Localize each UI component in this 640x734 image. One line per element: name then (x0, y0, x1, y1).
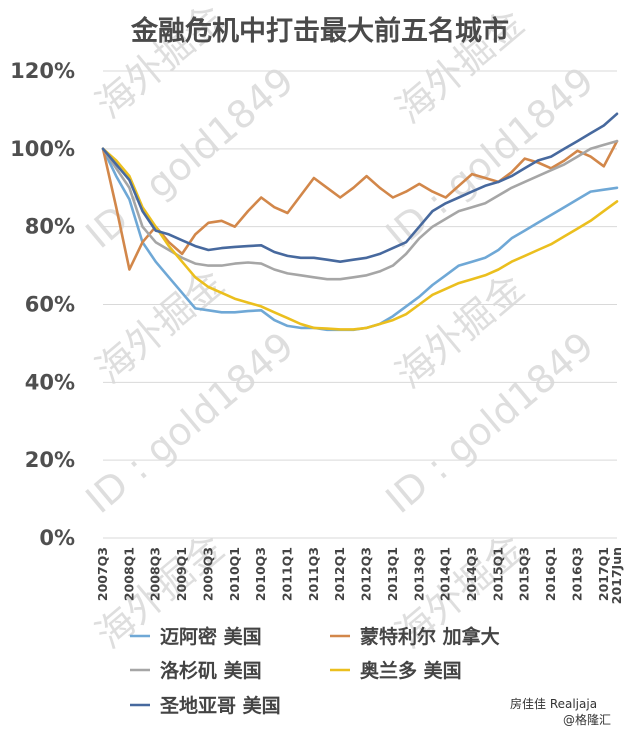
x-tick-label: 2012Q3 (359, 547, 374, 601)
x-tick-label: 2013Q1 (385, 547, 400, 601)
credit: 房佳佳 Realjaja @格隆汇 (510, 696, 611, 727)
y-tick-label: 100% (10, 137, 75, 161)
series-line (101, 112, 619, 264)
x-tick-label: 2009Q1 (174, 547, 189, 601)
y-tick-label: 40% (25, 370, 75, 394)
legend-label: 洛杉矶 美国 (160, 659, 262, 682)
x-tick-label: 2014Q1 (438, 547, 453, 601)
x-tick-label: 2010Q1 (227, 547, 242, 601)
x-tick-label: 2008Q1 (121, 547, 136, 601)
y-tick-label: 120% (10, 59, 75, 83)
x-tick-label: 2010Q3 (253, 547, 268, 601)
legend-label: 蒙特利尔 加拿大 (360, 625, 500, 648)
series-line (101, 147, 619, 331)
plot-area (101, 112, 619, 332)
y-tick-label: 0% (39, 526, 75, 550)
y-axis: 0% 20% 40% 60% 80% 100% 120% (10, 59, 75, 550)
x-tick-label: 2012Q1 (332, 547, 347, 601)
x-tick-label: 2015Q1 (490, 547, 505, 601)
chart-title: 金融危机中打击最大前五名城市 (130, 15, 509, 47)
x-tick-label: 2008Q3 (148, 547, 163, 601)
watermark: 海外掘金 (88, 260, 233, 391)
x-tick-label: 2011Q3 (306, 547, 321, 601)
y-tick-label: 80% (25, 215, 75, 239)
x-tick-label: 2015Q3 (517, 547, 532, 601)
y-tick-label: 20% (25, 448, 75, 472)
legend-label: 迈阿密 美国 (160, 625, 262, 648)
x-tick-label: 2014Q3 (464, 547, 479, 601)
x-tick-label: 2016Q1 (543, 547, 558, 601)
x-tick-label: 2013Q3 (411, 547, 426, 601)
x-tick-label: 2011Q1 (280, 547, 295, 601)
x-tick-label: 2017Jun (609, 547, 624, 604)
y-tick-label: 60% (25, 293, 75, 317)
x-tick-label: 2017Q1 (596, 547, 611, 601)
x-axis: 2007Q3 2008Q1 2008Q3 2009Q1 2009Q3 2010Q1 2010… (95, 547, 624, 604)
x-tick-label: 2016Q3 (569, 547, 584, 601)
x-tick-label: 2007Q3 (95, 547, 110, 601)
credit-author: 房佳佳 Realjaja (510, 696, 597, 711)
x-tick-label: 2009Q3 (200, 547, 215, 601)
legend-label: 奥兰多 美国 (360, 659, 462, 682)
credit-source: @格隆汇 (563, 712, 611, 727)
legend-label: 圣地亚哥 美国 (160, 694, 281, 717)
series-line (101, 139, 619, 281)
